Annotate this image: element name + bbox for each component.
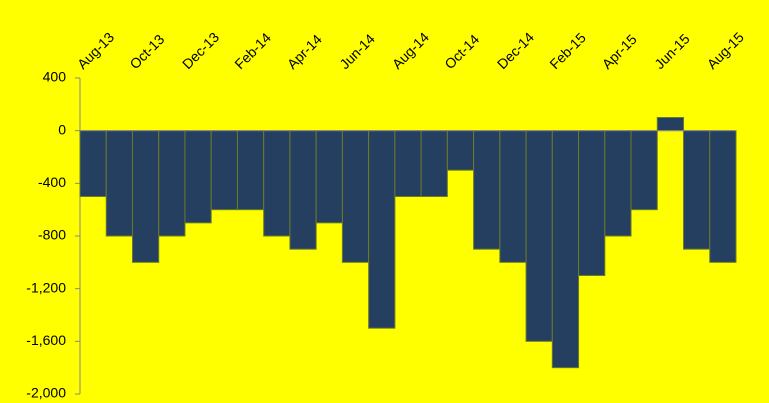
bar xyxy=(79,130,107,198)
bar xyxy=(236,130,265,211)
bar xyxy=(105,130,133,237)
x-tick-label: Oct-14 xyxy=(441,31,482,72)
y-tick-label: -400 xyxy=(38,174,66,190)
x-tick-label: Feb-15 xyxy=(546,29,589,72)
bar xyxy=(473,130,501,250)
bar xyxy=(683,130,711,250)
x-tick-label: Feb-14 xyxy=(231,29,274,72)
bar xyxy=(499,130,527,263)
x-tick-label: Aug-15 xyxy=(704,29,747,72)
y-tick-label: -1,600 xyxy=(26,332,66,348)
bar xyxy=(184,130,212,224)
bar xyxy=(630,130,658,211)
bar xyxy=(158,130,186,237)
bar xyxy=(368,130,396,329)
bar xyxy=(263,130,291,237)
bar xyxy=(446,130,475,171)
bar xyxy=(420,130,448,198)
y-tick-label: -800 xyxy=(38,227,66,243)
bar xyxy=(210,130,238,211)
bar xyxy=(578,130,606,276)
bar xyxy=(656,117,685,132)
bar xyxy=(604,130,632,237)
x-tick-label: Aug-13 xyxy=(74,29,117,72)
y-tick-label: -1,200 xyxy=(26,279,66,295)
x-tick-label: Apr-14 xyxy=(284,31,325,72)
x-tick-label: Oct-13 xyxy=(126,31,167,72)
bar xyxy=(709,130,737,263)
x-tick-label: Dec-14 xyxy=(494,29,537,72)
y-tick-label: -2,000 xyxy=(26,385,66,401)
bar xyxy=(394,130,422,198)
bar xyxy=(551,130,580,369)
x-tick-label: Aug-14 xyxy=(389,29,432,72)
bar xyxy=(131,130,160,263)
x-tick-label: Jun-14 xyxy=(336,30,378,72)
bar xyxy=(525,130,553,342)
bar xyxy=(341,130,370,263)
y-tick-label: 400 xyxy=(43,69,67,85)
bar xyxy=(315,130,343,224)
bar xyxy=(289,130,317,250)
x-tick-label: Apr-15 xyxy=(599,31,640,72)
y-tick-label: 0 xyxy=(58,121,66,137)
x-tick-label: Dec-13 xyxy=(179,29,222,72)
x-tick-label: Jun-15 xyxy=(651,30,693,72)
